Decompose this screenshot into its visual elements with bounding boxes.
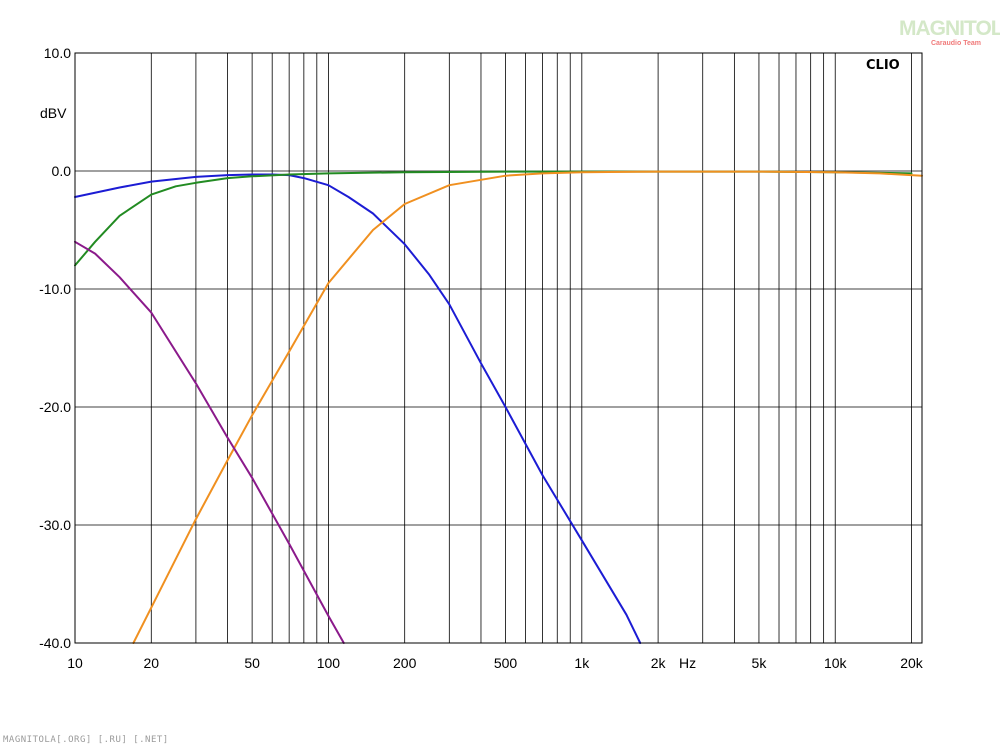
clio-watermark: CLIO [866, 58, 900, 73]
x-tick-label: 200 [393, 655, 417, 671]
y-tick-label: -40.0 [39, 635, 71, 651]
logo-main-text: MAGNITOLA [899, 17, 1000, 40]
response-curve [74, 240, 345, 644]
logo-sub-text: Caraudio Team [930, 40, 981, 47]
x-tick-label: 50 [244, 655, 260, 671]
response-curve [132, 170, 923, 644]
series-layer [74, 170, 923, 644]
x-tick-label: 10k [824, 655, 848, 671]
x-tick-label: 5k [752, 655, 768, 671]
plot-frame [74, 52, 923, 644]
y-axis-label: dBV [40, 105, 67, 121]
x-tick-label: 1k [574, 655, 590, 671]
site-logo: MAGNITOLA Caraudio Team [899, 17, 1000, 54]
response-curve [74, 173, 642, 644]
y-tick-label: -20.0 [39, 399, 71, 415]
x-tick-label: 2k [651, 655, 667, 671]
x-tick-label: 10 [67, 655, 83, 671]
y-tick-label: 0.0 [52, 163, 72, 179]
footer-text: MAGNITOLA[.ORG] [.RU] [.NET] [3, 735, 169, 745]
x-tick-label: 20 [143, 655, 159, 671]
x-tick-label: 500 [494, 655, 518, 671]
y-tick-label: -30.0 [39, 517, 71, 533]
x-tick-label: 20k [900, 655, 924, 671]
x-tick-label: 100 [317, 655, 341, 671]
y-tick-label: -10.0 [39, 281, 71, 297]
axis-labels: 10.0 0.0 -10.0 -20.0 -30.0 -40.0 10 20 50 100 200 5… [39, 45, 924, 671]
x-axis-unit-label: Hz [679, 655, 696, 671]
y-tick-label: 10.0 [44, 45, 71, 61]
